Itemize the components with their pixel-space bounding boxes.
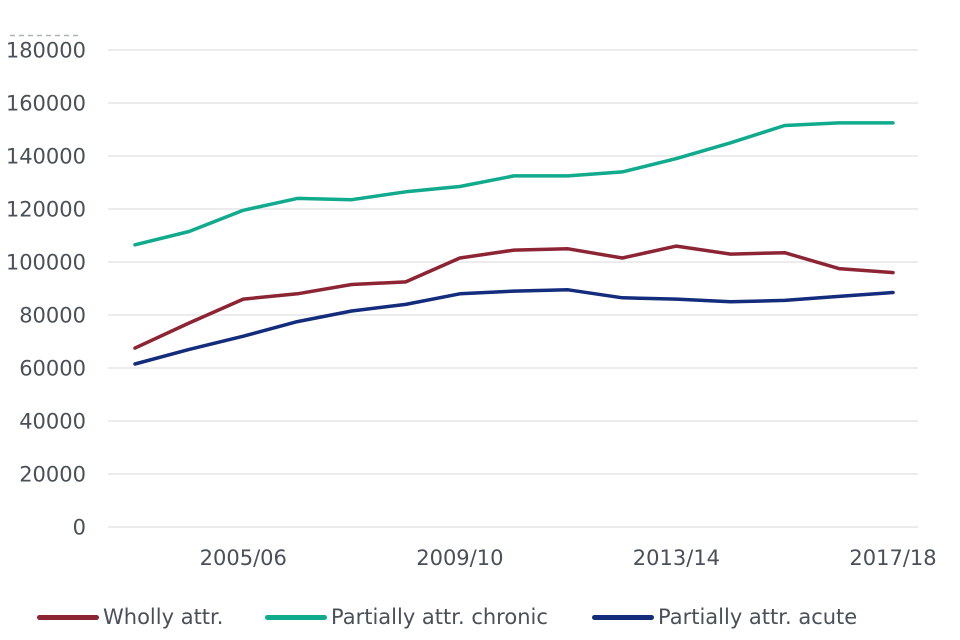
legend-label-wholly-attr: Wholly attr. xyxy=(103,605,224,629)
y-axis-label: 0 xyxy=(73,516,86,540)
y-axis-label: 140000 xyxy=(6,145,86,169)
y-axis-label: 20000 xyxy=(19,463,86,487)
legend-item-partially-attr-acute: Partially attr. acute xyxy=(592,604,857,630)
x-axis-label: 2005/06 xyxy=(200,546,287,570)
x-axis-label: 2017/18 xyxy=(849,546,936,570)
series-line-partially-attr-chronic xyxy=(133,121,895,247)
legend-item-wholly-attr: Wholly attr. xyxy=(37,604,223,630)
y-axis-label: 60000 xyxy=(19,357,86,381)
x-axis-label: 2009/10 xyxy=(416,546,503,570)
chart-legend: Wholly attr. Partially attr. chronic Par… xyxy=(0,604,960,630)
y-axis-label: 100000 xyxy=(6,251,86,275)
legend-label-partially-attr-chronic: Partially attr. chronic xyxy=(331,605,548,629)
y-axis-label: 160000 xyxy=(6,92,86,116)
series-line-partially-attr-acute xyxy=(133,288,895,366)
legend-swatch-partially-attr-acute xyxy=(592,614,654,620)
y-axis-label: 40000 xyxy=(19,410,86,434)
legend-item-partially-attr-chronic: Partially attr. chronic xyxy=(265,604,548,630)
y-axis-label: 120000 xyxy=(6,198,86,222)
legend-swatch-partially-attr-chronic xyxy=(265,614,327,620)
legend-swatch-wholly-attr xyxy=(37,614,99,620)
y-axis-label: 80000 xyxy=(19,304,86,328)
legend-label-partially-attr-acute: Partially attr. acute xyxy=(658,605,858,629)
y-axis-label: 180000 xyxy=(6,39,86,63)
series-line-wholly-attr xyxy=(133,244,895,350)
x-axis-label: 2013/14 xyxy=(633,546,720,570)
